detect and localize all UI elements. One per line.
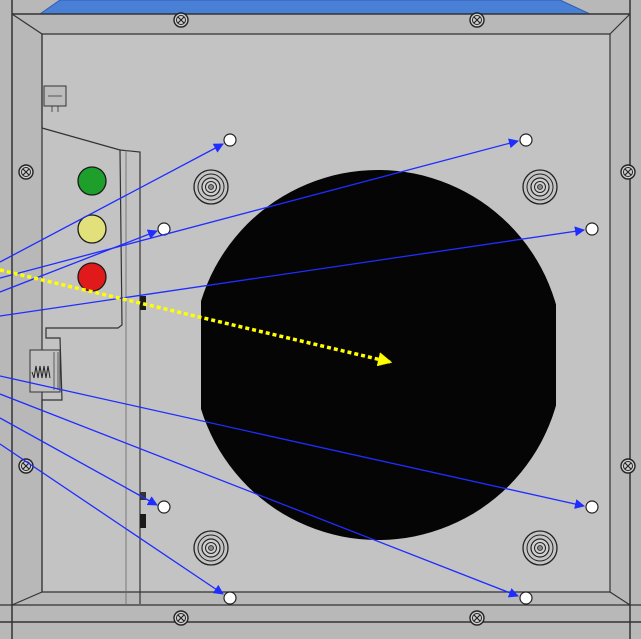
fan-opening bbox=[201, 170, 556, 540]
panel-bevels bbox=[11, 13, 631, 606]
arrow-to-opening-center bbox=[0, 268, 390, 362]
frame-screw-left-upper bbox=[18, 164, 34, 180]
arrow-to-hole-mid-left bbox=[0, 229, 158, 293]
standoff-top-right bbox=[522, 169, 558, 205]
left-rail bbox=[119, 149, 141, 604]
arrow-to-hole-top-right bbox=[0, 138, 519, 279]
rail-tab-lower bbox=[140, 514, 146, 528]
frame-screw-right-lower bbox=[620, 458, 636, 474]
arrow-to-hole-bottom-left bbox=[0, 443, 224, 595]
frame-screw-bottom-left bbox=[173, 610, 189, 626]
standoff-bottom-left bbox=[193, 530, 229, 566]
frame-screw-top-right bbox=[469, 12, 485, 28]
frame-screw-right-upper bbox=[620, 164, 636, 180]
frame-screw-bottom-right bbox=[469, 610, 485, 626]
hole-bottom-left bbox=[223, 591, 237, 605]
top-tab bbox=[38, 0, 591, 15]
arrow-to-hole-right-lower bbox=[0, 375, 585, 509]
arrow-to-hole-right-upper bbox=[0, 226, 585, 317]
left-bracket-outline bbox=[41, 34, 123, 592]
arrow-to-hole-top-left bbox=[0, 143, 224, 263]
frame-screw-top-left bbox=[173, 12, 189, 28]
yellow-led bbox=[77, 214, 107, 244]
arrow-to-hole-lower-left bbox=[0, 417, 158, 506]
standoff-bottom-right bbox=[522, 530, 558, 566]
latch-spring bbox=[31, 365, 51, 379]
hole-lower-left bbox=[157, 500, 171, 514]
arrow-to-hole-bottom-right bbox=[0, 393, 519, 598]
green-led bbox=[77, 166, 107, 196]
rail-tab-mid bbox=[140, 492, 146, 500]
hole-top-left bbox=[223, 133, 237, 147]
hole-top-right bbox=[519, 133, 533, 147]
red-led bbox=[77, 262, 107, 292]
rail-tab-upper bbox=[140, 296, 146, 310]
hole-right-lower bbox=[585, 500, 599, 514]
hole-right-upper bbox=[585, 222, 599, 236]
standoff-top-left bbox=[193, 169, 229, 205]
hole-bottom-right bbox=[519, 591, 533, 605]
